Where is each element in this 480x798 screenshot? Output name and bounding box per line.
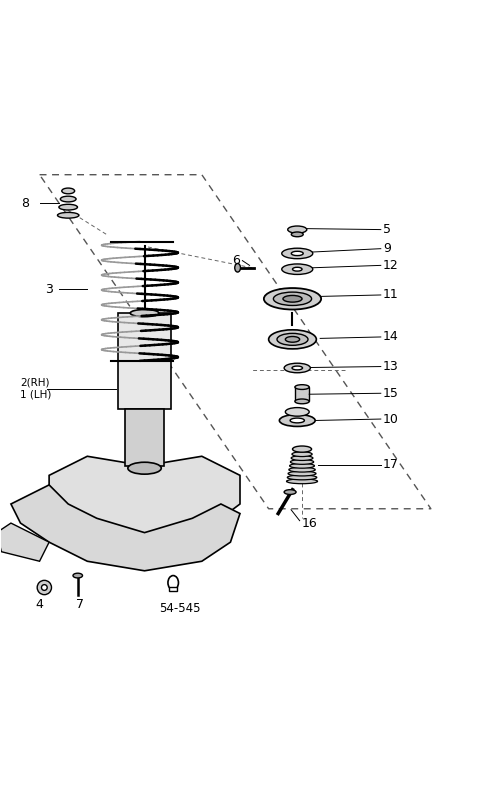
Ellipse shape bbox=[130, 310, 159, 317]
Ellipse shape bbox=[60, 196, 76, 202]
Ellipse shape bbox=[287, 479, 318, 484]
Bar bbox=[118, 313, 171, 409]
Ellipse shape bbox=[288, 226, 307, 233]
Ellipse shape bbox=[292, 366, 302, 370]
Text: 7: 7 bbox=[76, 598, 84, 610]
Ellipse shape bbox=[292, 452, 312, 456]
Text: 5: 5 bbox=[383, 223, 391, 236]
Text: 17: 17 bbox=[383, 458, 399, 472]
Text: 1 (LH): 1 (LH) bbox=[21, 389, 52, 399]
Ellipse shape bbox=[274, 292, 312, 306]
Text: 54-545: 54-545 bbox=[159, 602, 200, 615]
Ellipse shape bbox=[264, 288, 321, 310]
Text: 9: 9 bbox=[383, 242, 391, 255]
Ellipse shape bbox=[292, 267, 302, 271]
Ellipse shape bbox=[288, 475, 317, 480]
Ellipse shape bbox=[284, 363, 311, 373]
Ellipse shape bbox=[285, 408, 309, 417]
Ellipse shape bbox=[37, 580, 51, 595]
Ellipse shape bbox=[285, 337, 300, 342]
Text: 10: 10 bbox=[383, 413, 399, 425]
Ellipse shape bbox=[59, 204, 77, 210]
Bar bbox=[295, 387, 309, 401]
Text: 14: 14 bbox=[383, 330, 399, 343]
Ellipse shape bbox=[291, 251, 303, 255]
Ellipse shape bbox=[290, 460, 313, 464]
Ellipse shape bbox=[289, 468, 315, 472]
Text: 15: 15 bbox=[383, 387, 399, 400]
Ellipse shape bbox=[277, 334, 308, 346]
Text: 4: 4 bbox=[36, 598, 44, 610]
Ellipse shape bbox=[284, 490, 296, 495]
Ellipse shape bbox=[279, 414, 315, 426]
Text: 3: 3 bbox=[45, 282, 53, 296]
Ellipse shape bbox=[73, 573, 83, 578]
Text: 13: 13 bbox=[383, 360, 399, 373]
Text: 2(RH): 2(RH) bbox=[21, 377, 50, 387]
Ellipse shape bbox=[58, 212, 79, 218]
Text: 11: 11 bbox=[383, 288, 399, 302]
Ellipse shape bbox=[289, 464, 314, 468]
Ellipse shape bbox=[295, 385, 309, 389]
Ellipse shape bbox=[283, 295, 302, 302]
Bar bbox=[169, 587, 177, 591]
Ellipse shape bbox=[269, 330, 316, 349]
Text: 8: 8 bbox=[21, 197, 29, 210]
Ellipse shape bbox=[295, 399, 309, 404]
Ellipse shape bbox=[291, 456, 313, 460]
Text: 6: 6 bbox=[232, 254, 240, 267]
Ellipse shape bbox=[282, 248, 313, 259]
Text: 12: 12 bbox=[383, 259, 399, 272]
Ellipse shape bbox=[128, 462, 161, 474]
Ellipse shape bbox=[235, 263, 240, 272]
Ellipse shape bbox=[292, 446, 312, 452]
Ellipse shape bbox=[288, 471, 316, 476]
Polygon shape bbox=[49, 456, 240, 542]
Ellipse shape bbox=[41, 585, 47, 591]
Polygon shape bbox=[0, 523, 49, 561]
Text: 16: 16 bbox=[302, 516, 318, 530]
Ellipse shape bbox=[290, 418, 304, 423]
Ellipse shape bbox=[282, 264, 313, 275]
Bar bbox=[125, 409, 164, 466]
Ellipse shape bbox=[291, 232, 303, 237]
Polygon shape bbox=[11, 485, 240, 571]
Ellipse shape bbox=[62, 188, 75, 194]
